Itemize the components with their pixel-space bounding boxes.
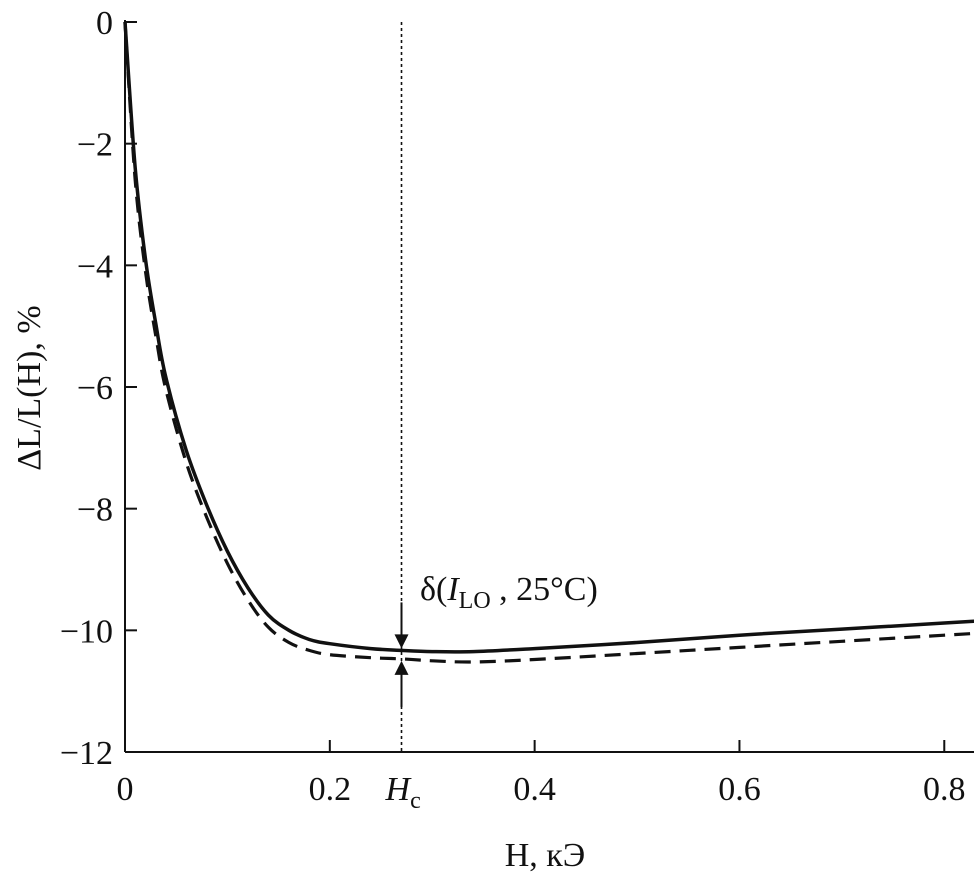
x-tick-label: 0.8 bbox=[923, 771, 966, 808]
y-tick-label: −6 bbox=[77, 370, 113, 407]
y-tick-label: −8 bbox=[77, 492, 113, 529]
annotation-layer: δ(ILO , 25°C) Hc bbox=[385, 22, 598, 814]
series-line-solid bbox=[123, 21, 974, 654]
y-tick-label: −12 bbox=[60, 735, 113, 772]
y-tick-label: 0 bbox=[96, 5, 113, 42]
x-axis-title: H, кЭ bbox=[505, 837, 586, 874]
ticks: 0−2−4−6−8−10−120 0.2 0.4 0.6 0.8 bbox=[60, 5, 966, 808]
delta-arrow-bottom-head bbox=[394, 660, 409, 675]
y-tick-label: −10 bbox=[60, 613, 113, 650]
x-tick-label: 0.2 bbox=[309, 771, 352, 808]
series-line-dashed bbox=[123, 21, 974, 664]
y-axis-title: ΔL/L(H), % bbox=[11, 305, 48, 470]
axes bbox=[124, 20, 974, 753]
hc-tick-label: Hc bbox=[385, 771, 421, 814]
delta-annotation: δ(ILO , 25°C) bbox=[420, 571, 598, 614]
x-tick-label: 0.4 bbox=[513, 771, 556, 808]
x-tick-label: 0.6 bbox=[718, 771, 761, 808]
x-tick-label: 0 bbox=[117, 771, 134, 808]
delta-arrow-top-head bbox=[394, 634, 409, 649]
series-layer bbox=[123, 21, 974, 664]
y-tick-label: −4 bbox=[77, 248, 113, 285]
y-tick-label: −2 bbox=[77, 127, 113, 164]
